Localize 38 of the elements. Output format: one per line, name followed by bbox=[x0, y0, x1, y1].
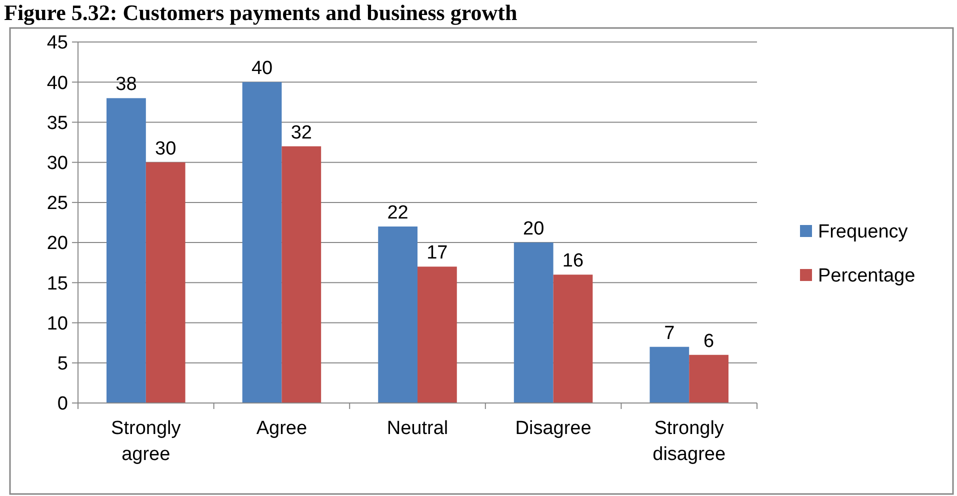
data-label: 40 bbox=[251, 58, 273, 80]
x-tick-label: Disagree bbox=[515, 418, 592, 439]
legend-label: Percentage bbox=[818, 266, 916, 287]
bar bbox=[106, 98, 146, 403]
y-tick-label: 20 bbox=[46, 233, 68, 254]
bar bbox=[242, 82, 282, 403]
chart-title: Figure 5.32: Customers payments and business growth bbox=[4, 0, 518, 25]
y-tick-label: 30 bbox=[46, 152, 68, 174]
x-tick-label: Neutral bbox=[386, 418, 448, 439]
data-label: 16 bbox=[562, 250, 584, 272]
x-tick-label: Strongly agree bbox=[111, 418, 182, 465]
y-tick-label: 25 bbox=[46, 193, 68, 214]
data-label: 20 bbox=[523, 218, 544, 240]
data-label: 32 bbox=[290, 122, 312, 144]
y-tick-label: 5 bbox=[57, 354, 68, 375]
bar bbox=[514, 242, 554, 403]
bar bbox=[553, 274, 593, 403]
y-tick-label: 15 bbox=[46, 273, 68, 294]
bar bbox=[146, 162, 186, 403]
y-tick-label: 10 bbox=[46, 313, 68, 334]
bar bbox=[689, 354, 728, 403]
y-tick-label: 35 bbox=[46, 112, 68, 134]
data-label: 38 bbox=[116, 74, 137, 96]
y-tick-label: 45 bbox=[46, 32, 68, 54]
y-tick-label: 0 bbox=[57, 394, 68, 415]
bar bbox=[418, 266, 457, 403]
bar bbox=[650, 346, 690, 403]
legend-label: Frequency bbox=[818, 222, 908, 243]
data-label: 30 bbox=[155, 138, 176, 160]
data-label: 17 bbox=[426, 242, 448, 264]
data-label: 6 bbox=[704, 330, 714, 352]
bar bbox=[282, 146, 322, 403]
x-tick-label: Agree bbox=[256, 418, 308, 439]
bar bbox=[378, 226, 418, 403]
y-tick-label: 40 bbox=[46, 72, 68, 94]
data-label: 22 bbox=[387, 202, 408, 224]
x-tick-label: Strongly disagree bbox=[652, 418, 726, 465]
data-label: 7 bbox=[664, 322, 675, 344]
